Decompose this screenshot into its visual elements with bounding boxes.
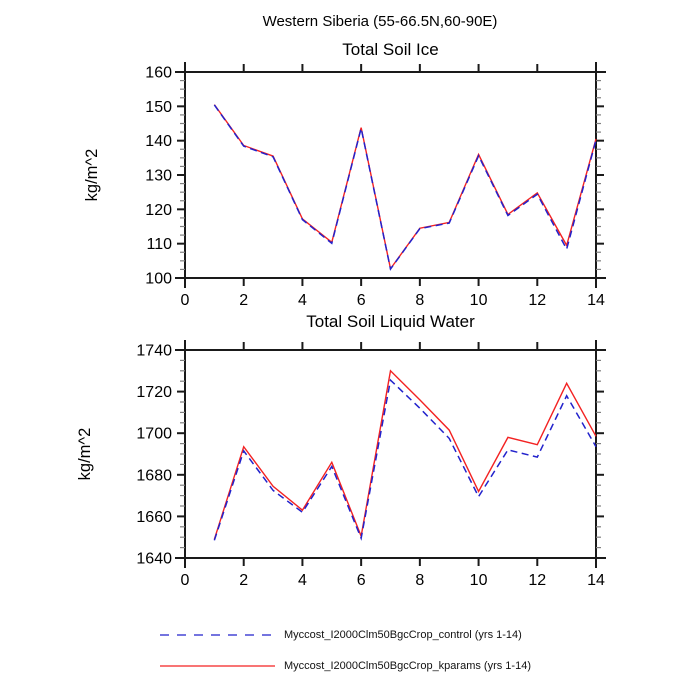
svg-text:150: 150 <box>145 99 172 116</box>
svg-text:kg/m^2: kg/m^2 <box>83 149 101 202</box>
svg-text:1720: 1720 <box>136 384 172 401</box>
dashed-line-icon <box>160 634 275 636</box>
svg-text:10: 10 <box>470 292 488 309</box>
plot-area-total-soil-ice: 0 2 4 6 8 10 12 14 100 110 120 130 140 150 160 kg/m^2 <box>83 62 606 309</box>
svg-text:120: 120 <box>145 202 172 219</box>
legend-label-kparams: Myccost_I2000Clm50BgcCrop_kparams (yrs 1… <box>284 660 531 672</box>
svg-text:4: 4 <box>298 572 307 589</box>
svg-text:100: 100 <box>145 271 172 288</box>
chart-title-total-soil-ice: Total Soil Ice <box>342 40 439 59</box>
solid-line-icon <box>160 665 275 667</box>
svg-text:2: 2 <box>239 572 248 589</box>
svg-text:0: 0 <box>181 292 190 309</box>
svg-text:110: 110 <box>146 236 172 253</box>
svg-text:1680: 1680 <box>136 467 172 484</box>
svg-text:0: 0 <box>181 572 190 589</box>
legend-item-control: Myccost_I2000Clm50BgcCrop_control (yrs 1… <box>160 628 531 642</box>
chart-title-total-soil-liquid-water: Total Soil Liquid Water <box>306 312 475 331</box>
svg-text:2: 2 <box>239 292 248 309</box>
svg-text:14: 14 <box>587 572 605 589</box>
svg-text:1740: 1740 <box>136 343 172 360</box>
svg-text:140: 140 <box>145 133 172 150</box>
svg-text:14: 14 <box>587 292 605 309</box>
legend-label-control: Myccost_I2000Clm50BgcCrop_control (yrs 1… <box>284 629 522 641</box>
svg-text:1660: 1660 <box>136 509 172 526</box>
svg-text:10: 10 <box>470 572 488 589</box>
svg-text:160: 160 <box>145 65 172 82</box>
legend-item-kparams: Myccost_I2000Clm50BgcCrop_kparams (yrs 1… <box>160 659 531 673</box>
svg-text:4: 4 <box>298 292 307 309</box>
svg-text:130: 130 <box>145 168 172 185</box>
svg-text:12: 12 <box>528 292 546 309</box>
svg-text:6: 6 <box>357 292 366 309</box>
svg-text:8: 8 <box>415 572 424 589</box>
svg-text:1700: 1700 <box>136 426 172 443</box>
svg-text:kg/m^2: kg/m^2 <box>76 428 94 481</box>
legend: Myccost_I2000Clm50BgcCrop_control (yrs 1… <box>160 628 531 673</box>
plot-area-total-soil-liquid-water: 0 2 4 6 8 10 12 14 1640 1660 1680 1700 1720 1740 kg/m^… <box>76 340 606 589</box>
figure-title: Western Siberia (55-66.5N,60-90E) <box>262 13 498 30</box>
svg-text:1640: 1640 <box>136 551 172 568</box>
svg-text:8: 8 <box>415 292 424 309</box>
svg-text:6: 6 <box>357 572 366 589</box>
svg-text:12: 12 <box>528 572 546 589</box>
